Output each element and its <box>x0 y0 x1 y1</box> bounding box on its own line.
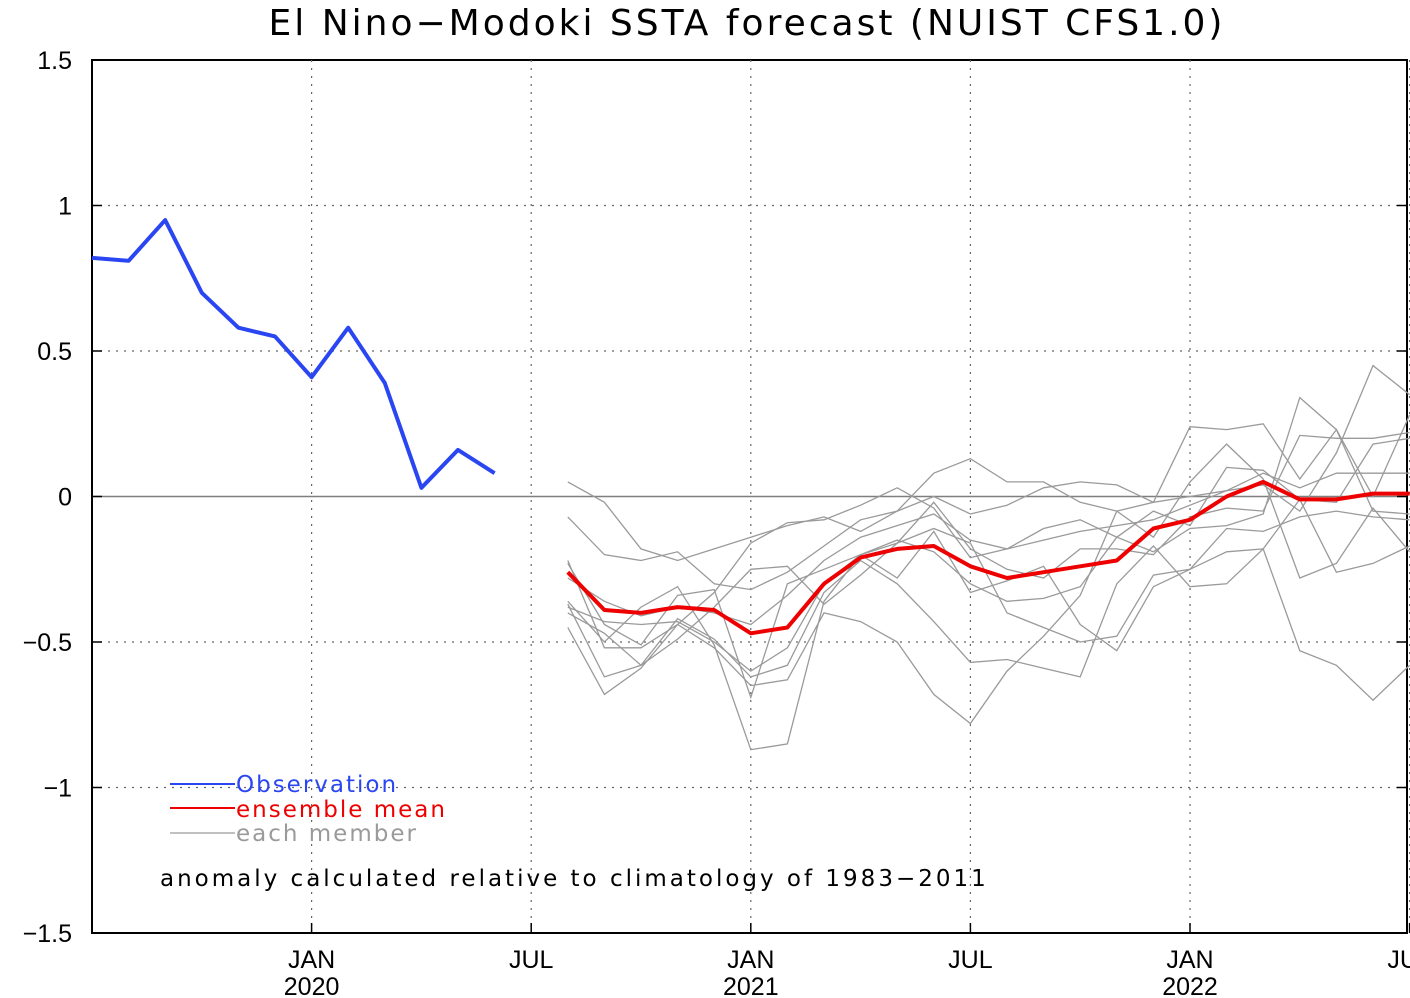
member-line <box>567 498 1410 751</box>
x-tick-label: JUL <box>1387 946 1410 974</box>
member-series <box>567 364 1410 751</box>
y-tick-label: 1.5 <box>37 47 72 75</box>
y-tick-label: −0.5 <box>23 629 72 657</box>
member-line <box>567 443 1410 725</box>
member-line <box>567 510 1410 700</box>
legend-member-label: each member <box>236 821 418 847</box>
y-tick-label: −1 <box>43 775 72 803</box>
chart-title: El Nino−Modoki SSTA forecast (NUIST CFS1… <box>269 3 1226 44</box>
x-tick-label: JAN <box>288 946 335 974</box>
x-tick-year: 2022 <box>1162 973 1218 998</box>
ensemble-mean-line <box>566 479 1410 636</box>
y-tick-label: −1.5 <box>23 920 72 948</box>
y-tick-label: 0.5 <box>37 338 72 366</box>
observation-line <box>91 218 496 490</box>
legend-mean-label: ensemble mean <box>236 797 447 823</box>
member-line <box>567 423 1410 591</box>
x-tick-label: JAN <box>1166 946 1213 974</box>
climatology-note: anomaly calculated relative to climatolo… <box>160 866 989 892</box>
member-line <box>567 364 1410 562</box>
member-line <box>567 545 1410 702</box>
x-tick-year: 2021 <box>723 973 779 998</box>
x-tick-year: 2020 <box>284 973 340 998</box>
y-tick-label: 1 <box>58 193 72 221</box>
y-axis: 1.5 1 0.5 0 −0.5 −1 −1.5 <box>23 47 1407 948</box>
legend: Observation ensemble mean each member <box>170 772 447 847</box>
ensemble-mean-series <box>566 479 1410 636</box>
x-tick-label: JAN <box>727 946 774 974</box>
x-tick-label: JUL <box>509 946 554 974</box>
member-line <box>567 472 1410 626</box>
y-tick-label: 0 <box>58 484 72 512</box>
x-axis: JAN2020JULJAN2021JULJAN2022JUL <box>284 923 1410 998</box>
x-tick-label: JUL <box>948 946 993 974</box>
observation-series <box>91 218 496 490</box>
legend-observation-label: Observation <box>236 772 398 798</box>
